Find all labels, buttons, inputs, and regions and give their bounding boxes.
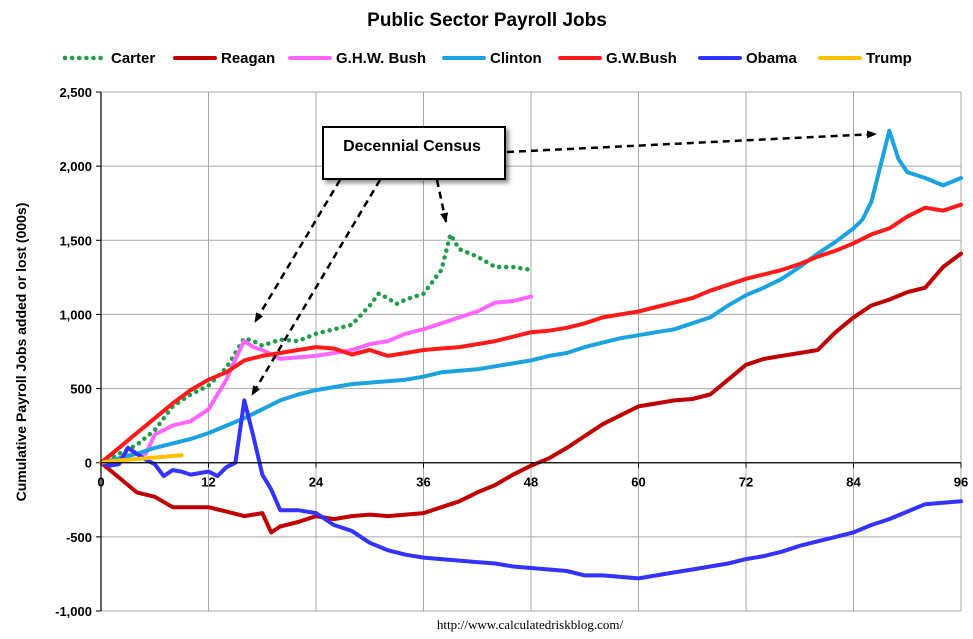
y-tick-label: 2,500	[59, 85, 92, 100]
annotation-box	[322, 126, 506, 180]
legend-label: Reagan	[221, 50, 275, 67]
annotation-arrow	[250, 179, 382, 396]
gridlines	[101, 91, 962, 612]
annotation-arrow	[253, 179, 342, 323]
x-tick-label: 12	[201, 475, 215, 490]
legend: Carter Reagan G.H.W. Bush Clinton G.W.Bush Ob…	[62, 50, 912, 67]
legend-label: Obama	[746, 50, 798, 67]
series-line-clinton	[99, 128, 963, 465]
y-tick-label: -1,000	[55, 604, 92, 619]
y-tick-label: -500	[66, 530, 92, 545]
chart-title: Public Sector Payroll Jobs	[367, 10, 607, 31]
y-tick-label: 1,000	[59, 307, 92, 322]
x-tick-label: 72	[739, 475, 753, 490]
series-line-g-w-bush	[99, 202, 963, 465]
legend-label: Trump	[866, 50, 912, 67]
x-tick-label: 48	[524, 475, 538, 490]
annotation-text: Decennial Census	[343, 138, 481, 155]
y-tick-label: 0	[85, 456, 92, 471]
series-line-reagan	[99, 251, 963, 535]
x-tick-label: 96	[954, 475, 968, 490]
y-axis-label: Cumulative Payroll Jobs added or lost (0…	[13, 203, 29, 502]
series-lines	[98, 128, 963, 581]
annotation-arrow	[506, 130, 877, 154]
x-tick-label: 36	[416, 475, 430, 490]
annotation-group: Decennial Census	[250, 126, 877, 396]
x-tick-label: 84	[846, 475, 861, 490]
legend-label: G.W.Bush	[606, 50, 677, 67]
y-axis-ticks: -1,000 -500 0 500 1,000 1,500 2,000 2,500	[55, 85, 101, 619]
legend-label: Carter	[111, 50, 155, 67]
y-tick-label: 2,000	[59, 159, 92, 174]
x-tick-label: 24	[309, 475, 324, 490]
annotation-arrow	[435, 179, 449, 223]
y-tick-label: 1,500	[59, 233, 92, 248]
axes	[100, 92, 961, 611]
legend-label: G.H.W. Bush	[336, 50, 426, 67]
legend-label: Clinton	[490, 50, 542, 67]
y-tick-label: 500	[70, 382, 92, 397]
series-line-trump	[99, 453, 184, 465]
series-line-carter	[98, 232, 534, 465]
x-tick-label: 60	[631, 475, 645, 490]
source-url: http://www.calculatedriskblog.com/	[437, 617, 624, 632]
series-line-obama	[99, 398, 963, 581]
